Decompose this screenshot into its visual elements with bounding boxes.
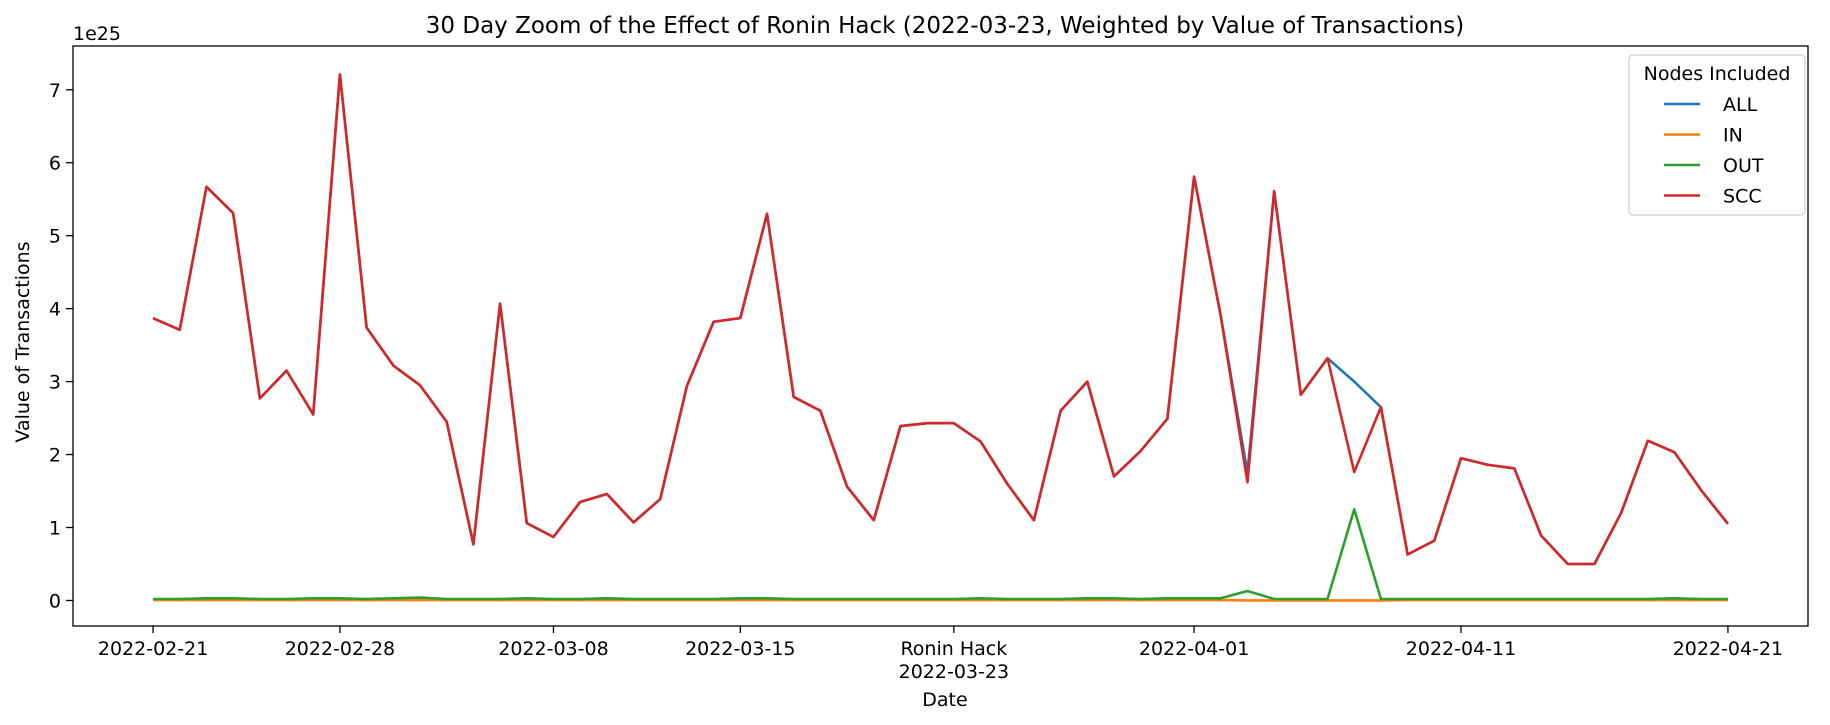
x-tick-label: 2022-02-28 (285, 638, 395, 660)
plot-frame (72, 45, 1809, 627)
y-axis-title: Value of Transactions (12, 241, 34, 442)
series-layer (152, 73, 1729, 602)
y-tick-label: 0 (49, 590, 61, 612)
x-axis-title: Date (922, 689, 967, 711)
x-tick-label: 2022-03-08 (498, 638, 608, 660)
legend-box (1628, 54, 1806, 216)
legend: Nodes Included ALL IN OUT SCC (1628, 54, 1806, 216)
x-tick-label: 2022-02-21 (98, 638, 208, 660)
y-tick-label: 6 (49, 153, 61, 175)
y-tick-label: 4 (49, 299, 61, 321)
legend-label-all: ALL (1723, 94, 1758, 116)
series-line-out (153, 507, 1728, 601)
y-axis-ticks: 0 1 2 3 4 5 6 7 (49, 80, 73, 612)
y-tick-label: 7 (49, 80, 61, 102)
legend-label-in: IN (1723, 125, 1743, 147)
legend-label-out: OUT (1723, 155, 1764, 177)
legend-title: Nodes Included (1644, 63, 1791, 85)
y-tick-label: 3 (49, 372, 61, 394)
x-tick-label: 2022-04-21 (1673, 638, 1783, 660)
legend-label-scc: SCC (1723, 186, 1762, 208)
y-offset-label: 1e25 (73, 23, 121, 45)
chart-title: 30 Day Zoom of the Effect of Ronin Hack … (426, 13, 1464, 39)
x-tick-label: 2022-03-23 (899, 661, 1009, 683)
y-tick-label: 5 (49, 226, 61, 248)
y-tick-label: 1 (49, 518, 61, 540)
series-line-all (152, 73, 1729, 566)
x-tick-label: 2022-04-01 (1139, 638, 1249, 660)
x-tick-annotation: Ronin Hack (900, 638, 1007, 660)
y-tick-label: 2 (49, 445, 61, 467)
x-tick-label: 2022-03-15 (685, 638, 795, 660)
x-axis-ticks: 2022-02-21 2022-02-28 2022-03-08 2022-03-15… (98, 626, 1783, 683)
series-line-scc (152, 73, 1729, 566)
x-tick-label: 2022-04-11 (1406, 638, 1516, 660)
